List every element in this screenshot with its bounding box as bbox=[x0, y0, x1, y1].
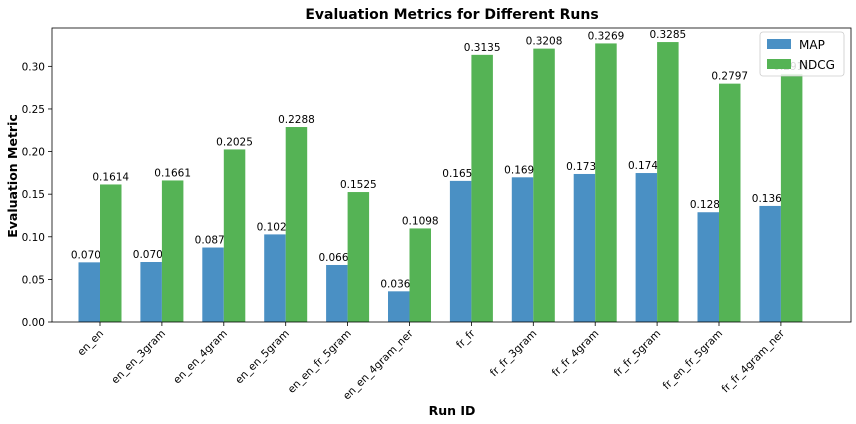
chart-title: Evaluation Metrics for Different Runs bbox=[305, 7, 598, 23]
bar-ndcg bbox=[471, 54, 493, 323]
bar-map bbox=[202, 247, 224, 322]
bar-map bbox=[511, 177, 534, 322]
legend: MAP NDCG bbox=[759, 31, 845, 77]
bar-ndcg bbox=[409, 228, 431, 322]
bar-map bbox=[78, 262, 100, 322]
y-tick-label: 0.05 bbox=[22, 274, 45, 286]
y-tick-label: 0.00 bbox=[22, 317, 45, 329]
y-tick-label: 0.20 bbox=[22, 147, 45, 159]
bar-map bbox=[264, 234, 286, 322]
bar-map bbox=[388, 291, 410, 322]
data-label: 0.0704 bbox=[133, 249, 170, 261]
y-tick-label: 0.15 bbox=[22, 189, 45, 201]
bar-map bbox=[326, 264, 348, 322]
bar-map bbox=[449, 180, 472, 322]
x-tick-label: fr_fr_4gram bbox=[550, 328, 602, 380]
data-label: 0.2288 bbox=[278, 114, 315, 126]
x-tick-label: fr_fr_4gram_ner bbox=[719, 327, 787, 395]
legend-label-map: MAP bbox=[799, 38, 825, 52]
data-label: 0.0360 bbox=[380, 278, 417, 290]
x-tick-label: en_en bbox=[75, 328, 106, 359]
data-label: 0.1362 bbox=[752, 193, 789, 205]
x-tick-label: en_en_4gram_ner bbox=[341, 327, 416, 402]
data-label: 0.1661 bbox=[154, 167, 191, 179]
bar-ndcg bbox=[533, 48, 555, 322]
data-label: 0.1098 bbox=[402, 215, 439, 227]
legend-swatch-map bbox=[767, 39, 791, 49]
data-label: 0.0874 bbox=[195, 235, 232, 247]
data-label: 0.0700 bbox=[71, 249, 108, 261]
bar-ndcg bbox=[347, 192, 370, 322]
x-tick-label: fr_en_fr_5gram bbox=[661, 328, 726, 393]
data-label: 0.1737 bbox=[566, 161, 603, 173]
bar-ndcg bbox=[285, 127, 308, 322]
bar-map bbox=[573, 173, 596, 322]
bar-map bbox=[759, 205, 781, 322]
data-label: 0.1525 bbox=[340, 179, 377, 191]
bar-ndcg bbox=[719, 83, 741, 322]
bar-ndcg bbox=[223, 149, 246, 322]
data-label: 0.2025 bbox=[216, 136, 253, 148]
y-axis-label: Evaluation Metric bbox=[5, 114, 20, 238]
x-tick-label: fr_fr_5gram bbox=[612, 328, 664, 380]
x-axis-label: Run ID bbox=[429, 403, 476, 418]
data-label: 0.1656 bbox=[442, 168, 479, 180]
bar-map bbox=[635, 173, 658, 322]
y-tick-label: 0.30 bbox=[22, 61, 45, 73]
bar-ndcg bbox=[100, 184, 122, 322]
plot-area: 0.0700 0.0704 0.0874 0.1028 0.0669 0.0360 0.16… bbox=[22, 27, 852, 402]
bar-map bbox=[140, 262, 162, 322]
y-tick-label: 0.10 bbox=[22, 232, 45, 244]
y-tick-label: 0.25 bbox=[22, 104, 45, 116]
data-label: 0.1748 bbox=[628, 160, 665, 172]
data-label: 0.2797 bbox=[711, 71, 748, 83]
bar-ndcg bbox=[595, 43, 617, 322]
bar-map bbox=[697, 212, 719, 322]
x-tick-label: en_en_fr_5gram bbox=[286, 328, 354, 396]
data-label: 0.3269 bbox=[588, 30, 625, 42]
data-label: 0.3208 bbox=[526, 36, 563, 48]
data-label: 0.1698 bbox=[504, 164, 541, 176]
bar-ndcg bbox=[657, 42, 679, 322]
data-label: 0.3285 bbox=[649, 29, 686, 41]
bar-ndcg bbox=[780, 73, 803, 322]
x-tick-label: en_en_4gram bbox=[171, 328, 230, 387]
x-tick-label: fr_fr bbox=[454, 327, 478, 351]
x-tick-label: en_en_5gram bbox=[233, 328, 292, 387]
x-tick-label: fr_fr_3gram bbox=[488, 328, 540, 380]
axes-frame bbox=[51, 27, 852, 323]
data-label: 0.1288 bbox=[690, 199, 727, 211]
bar-ndcg bbox=[161, 180, 184, 322]
data-label: 0.3135 bbox=[464, 42, 501, 54]
legend-swatch-ndcg bbox=[767, 59, 791, 69]
data-label: 0.0669 bbox=[318, 252, 355, 264]
data-label: 0.1614 bbox=[92, 171, 129, 183]
x-tick-label: en_en_3gram bbox=[109, 328, 168, 387]
legend-label-ndcg: NDCG bbox=[799, 58, 835, 72]
data-label: 0.1028 bbox=[257, 221, 294, 233]
